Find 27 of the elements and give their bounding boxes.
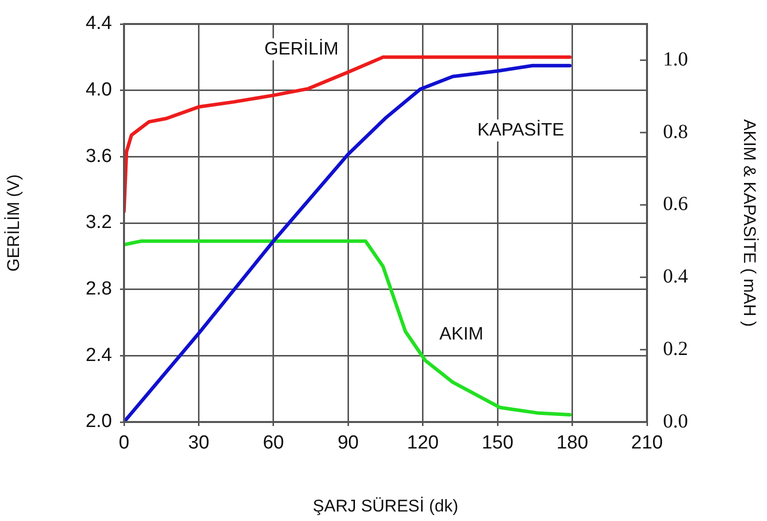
- y-tick-label: 4.4: [86, 13, 112, 34]
- y2-tick-label: 1.0: [663, 48, 688, 70]
- y2-tick-label: 0.4: [663, 266, 688, 288]
- y2-tick-label: 0.2: [663, 338, 688, 360]
- y2-tick-label: 0.8: [663, 120, 688, 143]
- x-tick-label: 30: [188, 432, 210, 454]
- y2-axis-title: AKIM & KAPASİTE ( mAH ): [740, 119, 760, 327]
- y-tick-label: 2.4: [86, 344, 112, 366]
- x-tick-label: 120: [407, 432, 439, 454]
- series-label: AKIM: [439, 323, 484, 344]
- y2-tick-label: 0.0: [663, 410, 688, 432]
- y-axis-title: GERİLİM (V): [4, 174, 23, 272]
- y-tick-label: 2.0: [86, 411, 112, 432]
- y-tick-label: 3.2: [86, 212, 112, 234]
- text: KAPASİTE: [477, 119, 564, 140]
- x-tick-label: 210: [631, 432, 663, 454]
- y-tick-label: 4.0: [86, 80, 112, 101]
- y-tick-label: 3.6: [86, 146, 112, 167]
- x-tick-label: 150: [482, 432, 514, 454]
- x-tick-label: 180: [556, 432, 588, 454]
- y-tick-label: 2.8: [86, 278, 112, 300]
- series-label: GERİLİM: [264, 38, 338, 58]
- x-tick-label: 0: [118, 432, 130, 454]
- x-tick-label: 90: [338, 432, 359, 454]
- x-axis-title: ŞARJ SÜRESİ (dk): [312, 496, 458, 516]
- x-tick-label: 60: [262, 432, 284, 454]
- y2-tick-label: 0.6: [663, 193, 688, 216]
